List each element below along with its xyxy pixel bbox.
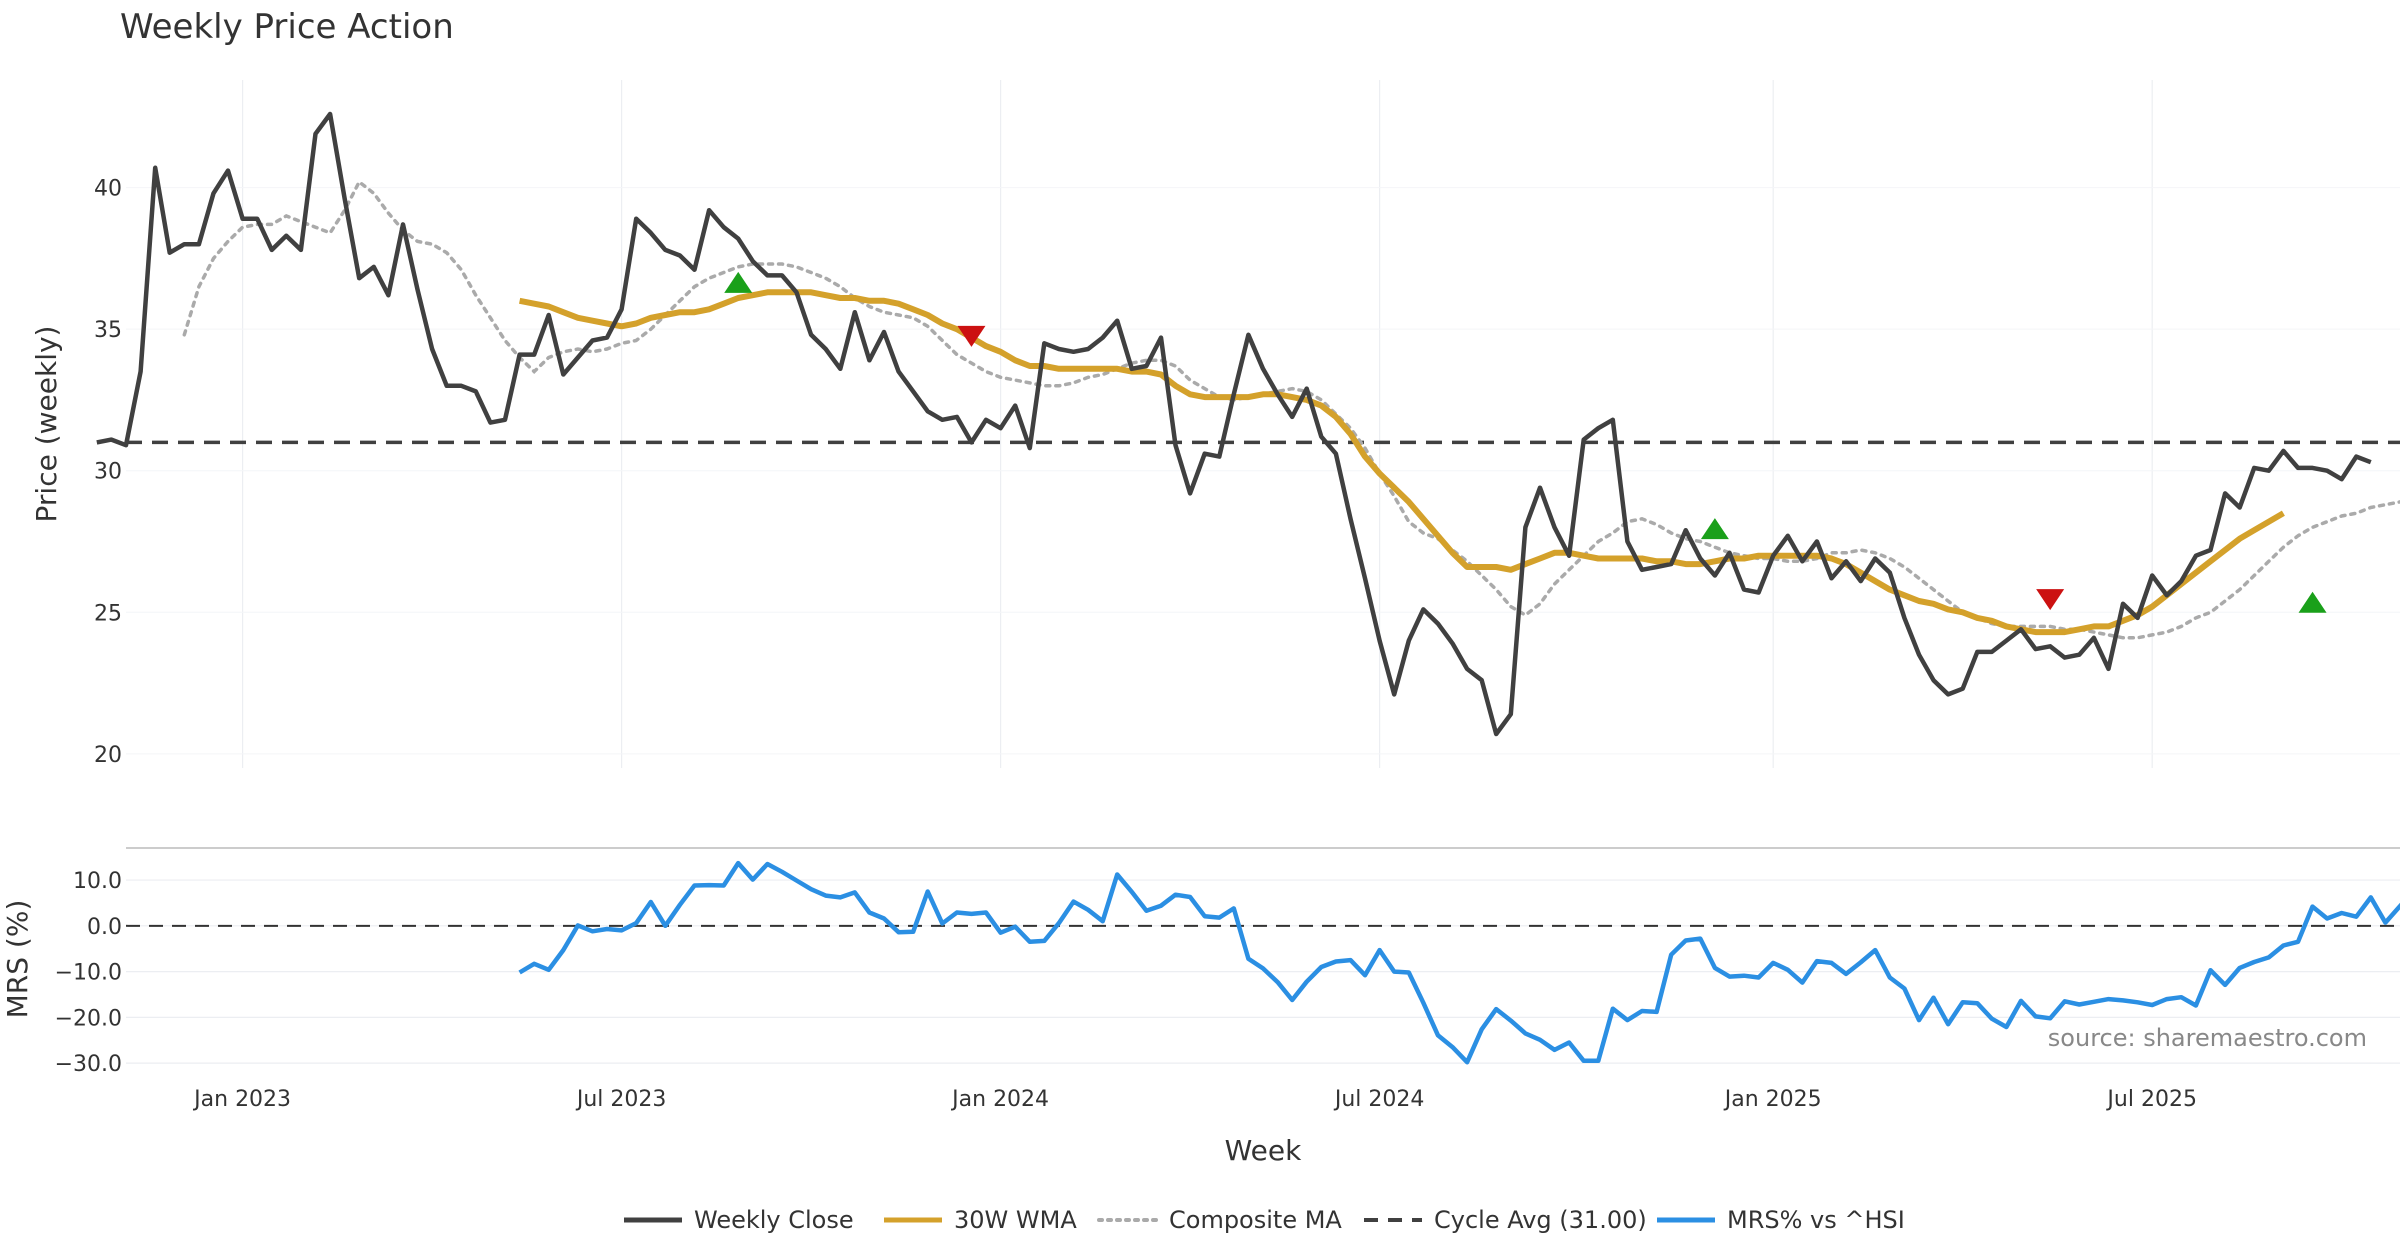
mrs-y-tick-label: −30.0 [55, 1052, 122, 1077]
x-tick-label: Jul 2023 [575, 1087, 667, 1112]
legend-label: Cycle Avg (31.00) [1434, 1206, 1647, 1234]
price-y-tick-label: 20 [94, 743, 122, 768]
legend-label: Composite MA [1169, 1206, 1342, 1234]
price-y-axis-label: Price (weekly) [30, 326, 63, 523]
signal-markers [724, 271, 2327, 613]
x-tick-label: Jul 2024 [1333, 1087, 1425, 1112]
x-tick-label: Jan 2025 [1723, 1087, 1822, 1112]
legend-item: MRS% vs ^HSI [1657, 1206, 1905, 1234]
mrs-line [518, 860, 2400, 1065]
source-note: source: sharemaestro.com [2048, 1024, 2367, 1052]
legend-item: 30W WMA [884, 1206, 1077, 1234]
price-y-tick-label: 35 [94, 318, 122, 343]
legend-label: Weekly Close [694, 1206, 854, 1234]
weekly-close-line [96, 111, 2372, 737]
legend: Weekly Close 30W WMA Composite MA Cycle Avg… [624, 1206, 1905, 1234]
legend-item: Composite MA [1097, 1206, 1342, 1234]
price-panel: 20 25 30 35 40 Price (weekly) [30, 80, 2400, 768]
mrs-y-tick-label: 10.0 [73, 869, 122, 894]
legend-label: 30W WMA [954, 1206, 1077, 1234]
legend-item: Cycle Avg (31.00) [1364, 1206, 1647, 1234]
price-gridlines [126, 80, 2400, 768]
price-y-tick-label: 25 [94, 601, 122, 626]
sell-signal-marker [2036, 589, 2065, 611]
x-tick-label: Jan 2024 [950, 1087, 1049, 1112]
legend-item: Weekly Close [624, 1206, 854, 1234]
mrs-y-tick-label: −10.0 [55, 961, 122, 986]
chart-title: Weekly Price Action [120, 7, 454, 47]
buy-signal-marker [1700, 518, 1729, 540]
composite-ma-line [182, 179, 2400, 640]
x-axis-label: Week [1225, 1134, 1302, 1167]
x-tick-label: Jan 2023 [192, 1087, 291, 1112]
sell-signal-marker [957, 325, 986, 347]
buy-signal-marker [724, 271, 753, 293]
price-y-ticks: 20 25 30 35 40 [94, 177, 122, 768]
x-axis-ticks: Jan 2023 Jul 2023 Jan 2024 Jul 2024 Jan 2025… [192, 1087, 2197, 1112]
mrs-y-tick-label: −20.0 [55, 1006, 122, 1031]
x-tick-label: Jul 2025 [2105, 1087, 2197, 1112]
price-y-tick-label: 40 [94, 177, 122, 202]
mrs-y-axis-label: MRS (%) [1, 900, 34, 1019]
legend-label: MRS% vs ^HSI [1727, 1206, 1905, 1234]
mrs-y-tick-label: 0.0 [87, 915, 122, 940]
buy-signal-marker [2298, 591, 2327, 613]
price-y-tick-label: 30 [94, 460, 122, 485]
wma-30w-line [519, 289, 2285, 636]
mrs-y-ticks: 10.0 0.0 −10.0 −20.0 −30.0 [55, 869, 122, 1077]
mrs-panel: 10.0 0.0 −10.0 −20.0 −30.0 MRS (%) source: s… [1, 847, 2400, 1077]
